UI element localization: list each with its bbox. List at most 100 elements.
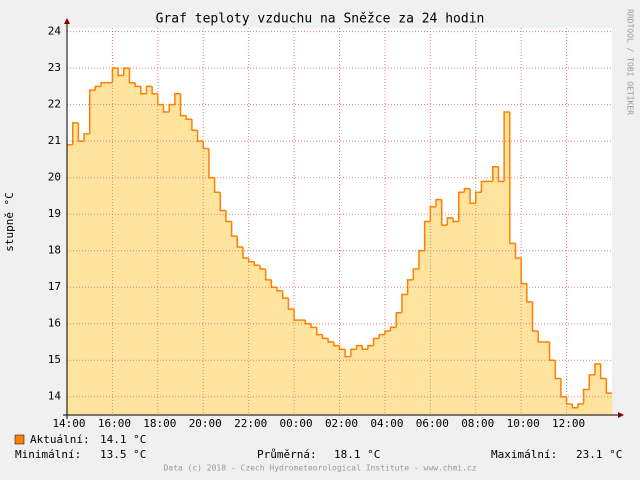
area-step [390, 327, 397, 415]
x-tick-label: 12:00 [552, 417, 585, 430]
line-step [83, 133, 90, 142]
area-step [572, 407, 579, 415]
line-step [259, 265, 266, 270]
area-step [339, 349, 346, 415]
area-step [509, 243, 516, 415]
legend-swatch [14, 434, 25, 445]
area-step [560, 396, 567, 415]
line-step [247, 258, 255, 263]
y-tick-label: 23 [48, 61, 61, 74]
line-step [440, 199, 448, 226]
line-step [191, 119, 198, 131]
line-step [287, 298, 295, 310]
line-step [304, 320, 312, 325]
area-step [277, 290, 284, 415]
line-step [264, 268, 272, 281]
line-step [321, 334, 329, 340]
line-step [435, 198, 442, 207]
legend-label: Minimální: [15, 448, 81, 461]
area-step [231, 236, 238, 415]
y-arrow [64, 18, 70, 24]
line-step [577, 403, 584, 408]
area-step [311, 327, 318, 415]
area-step [526, 301, 533, 415]
line-step [88, 89, 96, 134]
y-tick-label: 16 [48, 317, 61, 330]
area-step [504, 111, 511, 416]
y-tick-label: 22 [48, 98, 61, 111]
line-step [599, 363, 607, 380]
area-step [282, 298, 289, 415]
area-step [328, 341, 335, 415]
line-step [281, 290, 289, 299]
area-step [475, 192, 482, 415]
line-step [236, 236, 243, 248]
line-step [123, 67, 130, 76]
line-step [338, 345, 346, 351]
line-step [219, 192, 226, 212]
area-step [594, 363, 601, 415]
area-step [492, 166, 499, 415]
area-step [152, 93, 159, 415]
line-step [270, 279, 278, 288]
area-step [413, 268, 420, 415]
line-step [316, 327, 323, 336]
area-step [430, 206, 437, 415]
area-step [543, 341, 550, 415]
line-step [406, 279, 414, 295]
line-step [145, 85, 153, 94]
area-step [424, 221, 431, 415]
area-step [174, 93, 181, 415]
area-step [225, 221, 232, 415]
area-step [288, 309, 295, 415]
legend-label: Aktuální: [30, 433, 90, 446]
area-step [299, 320, 306, 415]
line-step [503, 111, 510, 182]
line-step [310, 323, 317, 329]
area-step [458, 192, 465, 415]
area-step [345, 356, 352, 415]
area-step [566, 404, 573, 415]
line-step [134, 82, 141, 88]
area-step [589, 374, 596, 415]
line-step [429, 206, 437, 222]
line-step [372, 337, 380, 346]
line-step [151, 86, 158, 95]
line-step [384, 330, 391, 335]
x-tick-label: 10:00 [507, 417, 540, 430]
line-step [531, 301, 539, 332]
area-step [362, 349, 369, 415]
line-step [293, 309, 300, 321]
x-tick-label: 16:00 [98, 417, 131, 430]
area-step [163, 111, 170, 416]
area-step [169, 104, 176, 416]
line-step [452, 217, 459, 223]
area-step [129, 82, 136, 415]
area-step [118, 75, 125, 415]
line-step [514, 243, 522, 259]
area-step [356, 345, 363, 415]
line-step [446, 217, 454, 226]
line-step [350, 348, 357, 357]
area-step [220, 210, 227, 415]
line-step [185, 115, 192, 121]
area-step [260, 268, 266, 415]
area-step [123, 68, 130, 416]
line-step [537, 331, 544, 343]
area-step [248, 261, 255, 415]
x-tick-label: 08:00 [461, 417, 494, 430]
line-step [202, 141, 209, 150]
line-step [395, 312, 402, 328]
footer: Data (c) 2018 - Czech Hydrometeorologica… [163, 464, 476, 473]
x-tick-label: 18:00 [143, 417, 176, 430]
x-tick-label: 14:00 [52, 417, 85, 430]
line-step [418, 249, 425, 269]
line-step [355, 344, 363, 350]
line-step [605, 378, 612, 394]
line-step [492, 165, 499, 182]
legend-value: 18.1 °C [334, 448, 380, 461]
y-axis-label: stupně °C [3, 192, 16, 252]
area-step [453, 221, 460, 415]
area-step [237, 247, 244, 415]
y-tick-label: 15 [48, 353, 61, 366]
